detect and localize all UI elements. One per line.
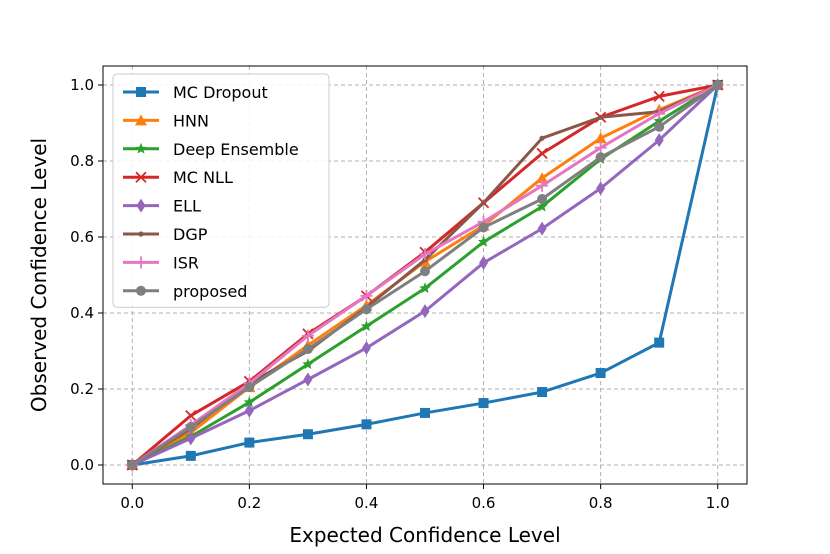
legend-label: HNN	[173, 111, 209, 130]
data-point-dgp	[480, 200, 487, 206]
legend-marker	[135, 171, 147, 183]
data-point-proposed	[127, 460, 138, 470]
data-point-deep-ensemble	[536, 200, 548, 212]
data-point-isr	[419, 248, 431, 261]
legend-label: MC Dropout	[173, 83, 268, 102]
legend-box	[112, 73, 330, 308]
legend-item-mc-nll: MC NLL	[123, 168, 233, 187]
data-point-proposed	[185, 422, 196, 432]
data-point-mc-dropout	[420, 407, 430, 418]
data-point-dgp	[539, 135, 545, 141]
legend-item-ell: ELL	[123, 197, 201, 216]
x-axis-label: Expected Confidence Level	[289, 523, 560, 547]
data-point-deep-ensemble	[243, 396, 256, 408]
data-point-ell	[479, 255, 489, 270]
data-point-isr	[653, 107, 666, 120]
legend: MC Dropout HNN Deep Ensemble MC NLL ELL DGP IS…	[112, 73, 330, 308]
data-point-proposed	[654, 121, 665, 132]
data-point-dgp	[598, 114, 604, 120]
x-tick-label: 0.8	[589, 494, 613, 512]
data-point-proposed	[595, 152, 606, 163]
x-tick-label: 1.0	[706, 494, 730, 512]
y-tick-label: 0.6	[70, 228, 94, 246]
data-point-isr	[360, 289, 373, 302]
data-point-isr	[594, 141, 607, 154]
data-point-hnn	[594, 132, 607, 144]
legend-marker	[135, 256, 147, 269]
data-point-ell	[361, 340, 371, 355]
legend-marker	[135, 114, 147, 126]
data-point-mc-nll	[653, 90, 665, 103]
legend-marker	[136, 87, 146, 97]
data-point-isr	[301, 329, 314, 342]
x-tick-label: 0.2	[237, 494, 261, 512]
legend-item-deep-ensemble: Deep Ensemble	[123, 140, 299, 159]
data-point-proposed	[712, 80, 723, 90]
legend-marker	[135, 142, 147, 154]
ticks: 0.0 0.2 0.4 0.6 0.8 1.0 0.0 0.2 0.4 0.6 0.8 1.0	[70, 76, 730, 512]
data-point-mc-nll	[536, 147, 548, 160]
x-tick-label: 0.4	[355, 494, 379, 512]
legend-marker	[136, 198, 146, 213]
data-point-mc-dropout	[478, 398, 489, 409]
y-axis-label: Observed Confidence Level	[27, 138, 51, 412]
data-point-ell	[420, 304, 430, 319]
data-point-hnn	[536, 172, 549, 184]
y-tick-label: 0.8	[70, 152, 94, 170]
legend-item-hnn: HNN	[123, 111, 209, 130]
legend-label: ISR	[173, 253, 199, 272]
data-point-mc-dropout	[302, 429, 313, 440]
legend-label: proposed	[173, 282, 247, 301]
y-tick-label: 0.2	[70, 380, 94, 398]
legend-item-isr: ISR	[123, 253, 199, 272]
legend-item-dgp: DGP	[123, 225, 208, 244]
data-point-ell	[654, 133, 664, 148]
legend-label: ELL	[173, 197, 201, 216]
data-point-ell	[303, 372, 313, 387]
legend-item-mc-dropout: MC Dropout	[123, 83, 268, 102]
legend-marker	[138, 231, 144, 237]
data-point-mc-dropout	[537, 387, 548, 398]
y-tick-label: 0.4	[70, 304, 94, 322]
data-point-mc-dropout	[595, 368, 606, 379]
data-point-isr	[536, 179, 549, 192]
data-point-mc-dropout	[185, 450, 196, 461]
data-point-ell	[537, 221, 547, 236]
plot-frame	[102, 65, 748, 485]
x-tick-label: 0.0	[120, 494, 144, 512]
series-layer	[126, 78, 724, 472]
data-point-mc-nll	[185, 409, 197, 422]
data-point-deep-ensemble	[653, 115, 665, 126]
data-point-proposed	[537, 194, 548, 204]
y-tick-label: 0.0	[70, 456, 94, 474]
data-point-ell	[596, 181, 606, 196]
legend-label: MC NLL	[173, 168, 233, 187]
data-point-proposed	[244, 382, 255, 393]
legend-marker	[136, 285, 146, 296]
legend-label: DGP	[173, 225, 208, 244]
data-point-proposed	[420, 266, 430, 277]
data-point-proposed	[302, 344, 313, 355]
data-point-mc-dropout	[654, 337, 665, 348]
legend-item-proposed: proposed	[123, 282, 247, 301]
data-point-ell	[186, 431, 196, 446]
data-point-ell	[244, 403, 254, 418]
x-tick-label: 0.6	[472, 494, 496, 512]
data-point-deep-ensemble	[419, 282, 431, 294]
series-proposed	[127, 80, 723, 470]
data-point-proposed	[478, 222, 489, 233]
legend-label: Deep Ensemble	[173, 140, 299, 159]
data-point-mc-dropout	[361, 419, 372, 430]
data-point-proposed	[361, 304, 372, 315]
data-point-deep-ensemble	[477, 235, 490, 247]
y-tick-label: 1.0	[70, 76, 94, 94]
data-point-deep-ensemble	[360, 320, 373, 332]
data-point-deep-ensemble	[302, 358, 314, 370]
data-point-mc-dropout	[244, 437, 255, 448]
